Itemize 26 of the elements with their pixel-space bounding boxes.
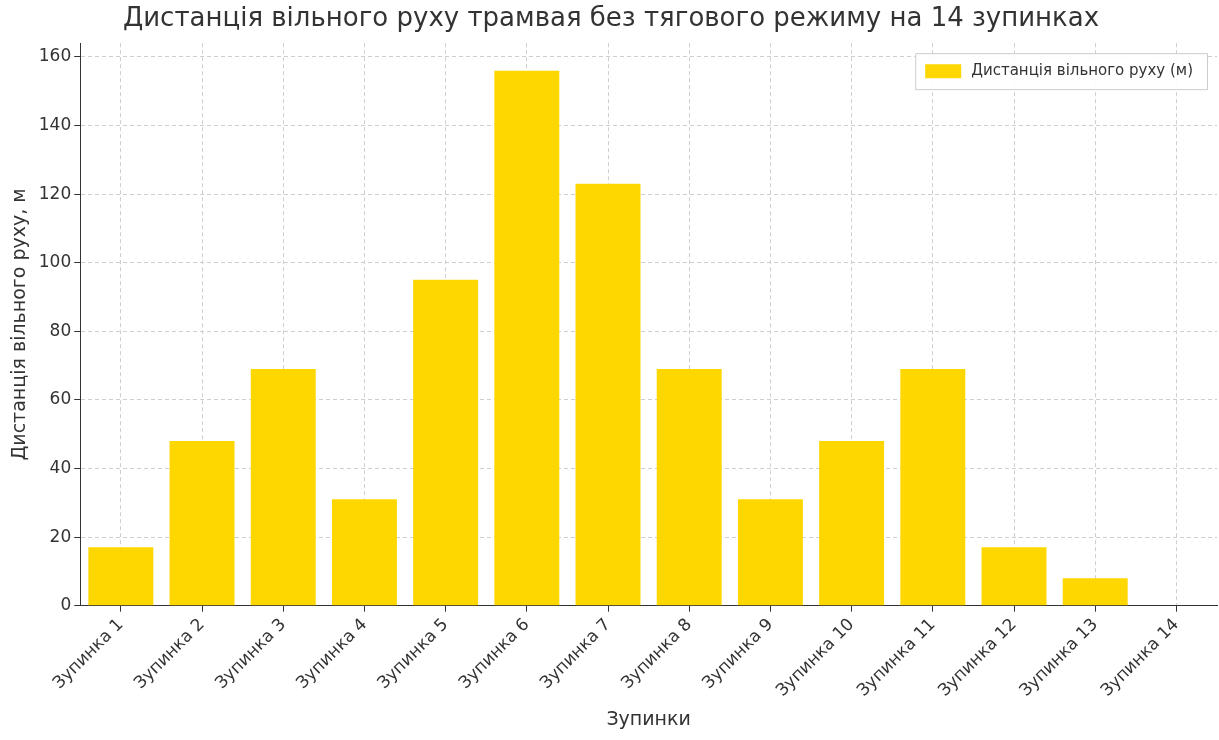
bar <box>981 547 1047 606</box>
y-tick-label: 20 <box>49 525 72 546</box>
bar <box>900 369 966 606</box>
chart-title: Дистанція вільного руху трамвая без тягового режиму на 14 зупинках <box>122 2 1100 33</box>
bar <box>737 499 803 606</box>
bar <box>819 441 885 606</box>
bar <box>331 499 397 606</box>
y-tick-label: 140 <box>38 113 72 134</box>
legend-label: Дистанція вільного руху (м) <box>971 61 1194 80</box>
y-axis-title: Дистанція вільного руху, м <box>7 188 30 461</box>
bar <box>575 183 641 606</box>
x-axis-title: Зупинки <box>606 706 691 729</box>
y-tick-label: 60 <box>49 388 72 409</box>
bar <box>1062 578 1128 606</box>
y-tick-label: 120 <box>38 182 72 203</box>
y-tick-label: 160 <box>38 45 72 66</box>
bar <box>250 369 316 606</box>
y-tick-label: 100 <box>38 251 72 272</box>
bar <box>656 369 722 606</box>
bar <box>494 70 560 606</box>
bar <box>413 279 479 606</box>
bar <box>169 441 235 606</box>
y-tick-label: 80 <box>49 319 72 340</box>
bar <box>88 547 154 606</box>
y-tick-label: 0 <box>60 594 72 615</box>
y-tick-label: 40 <box>49 456 72 477</box>
